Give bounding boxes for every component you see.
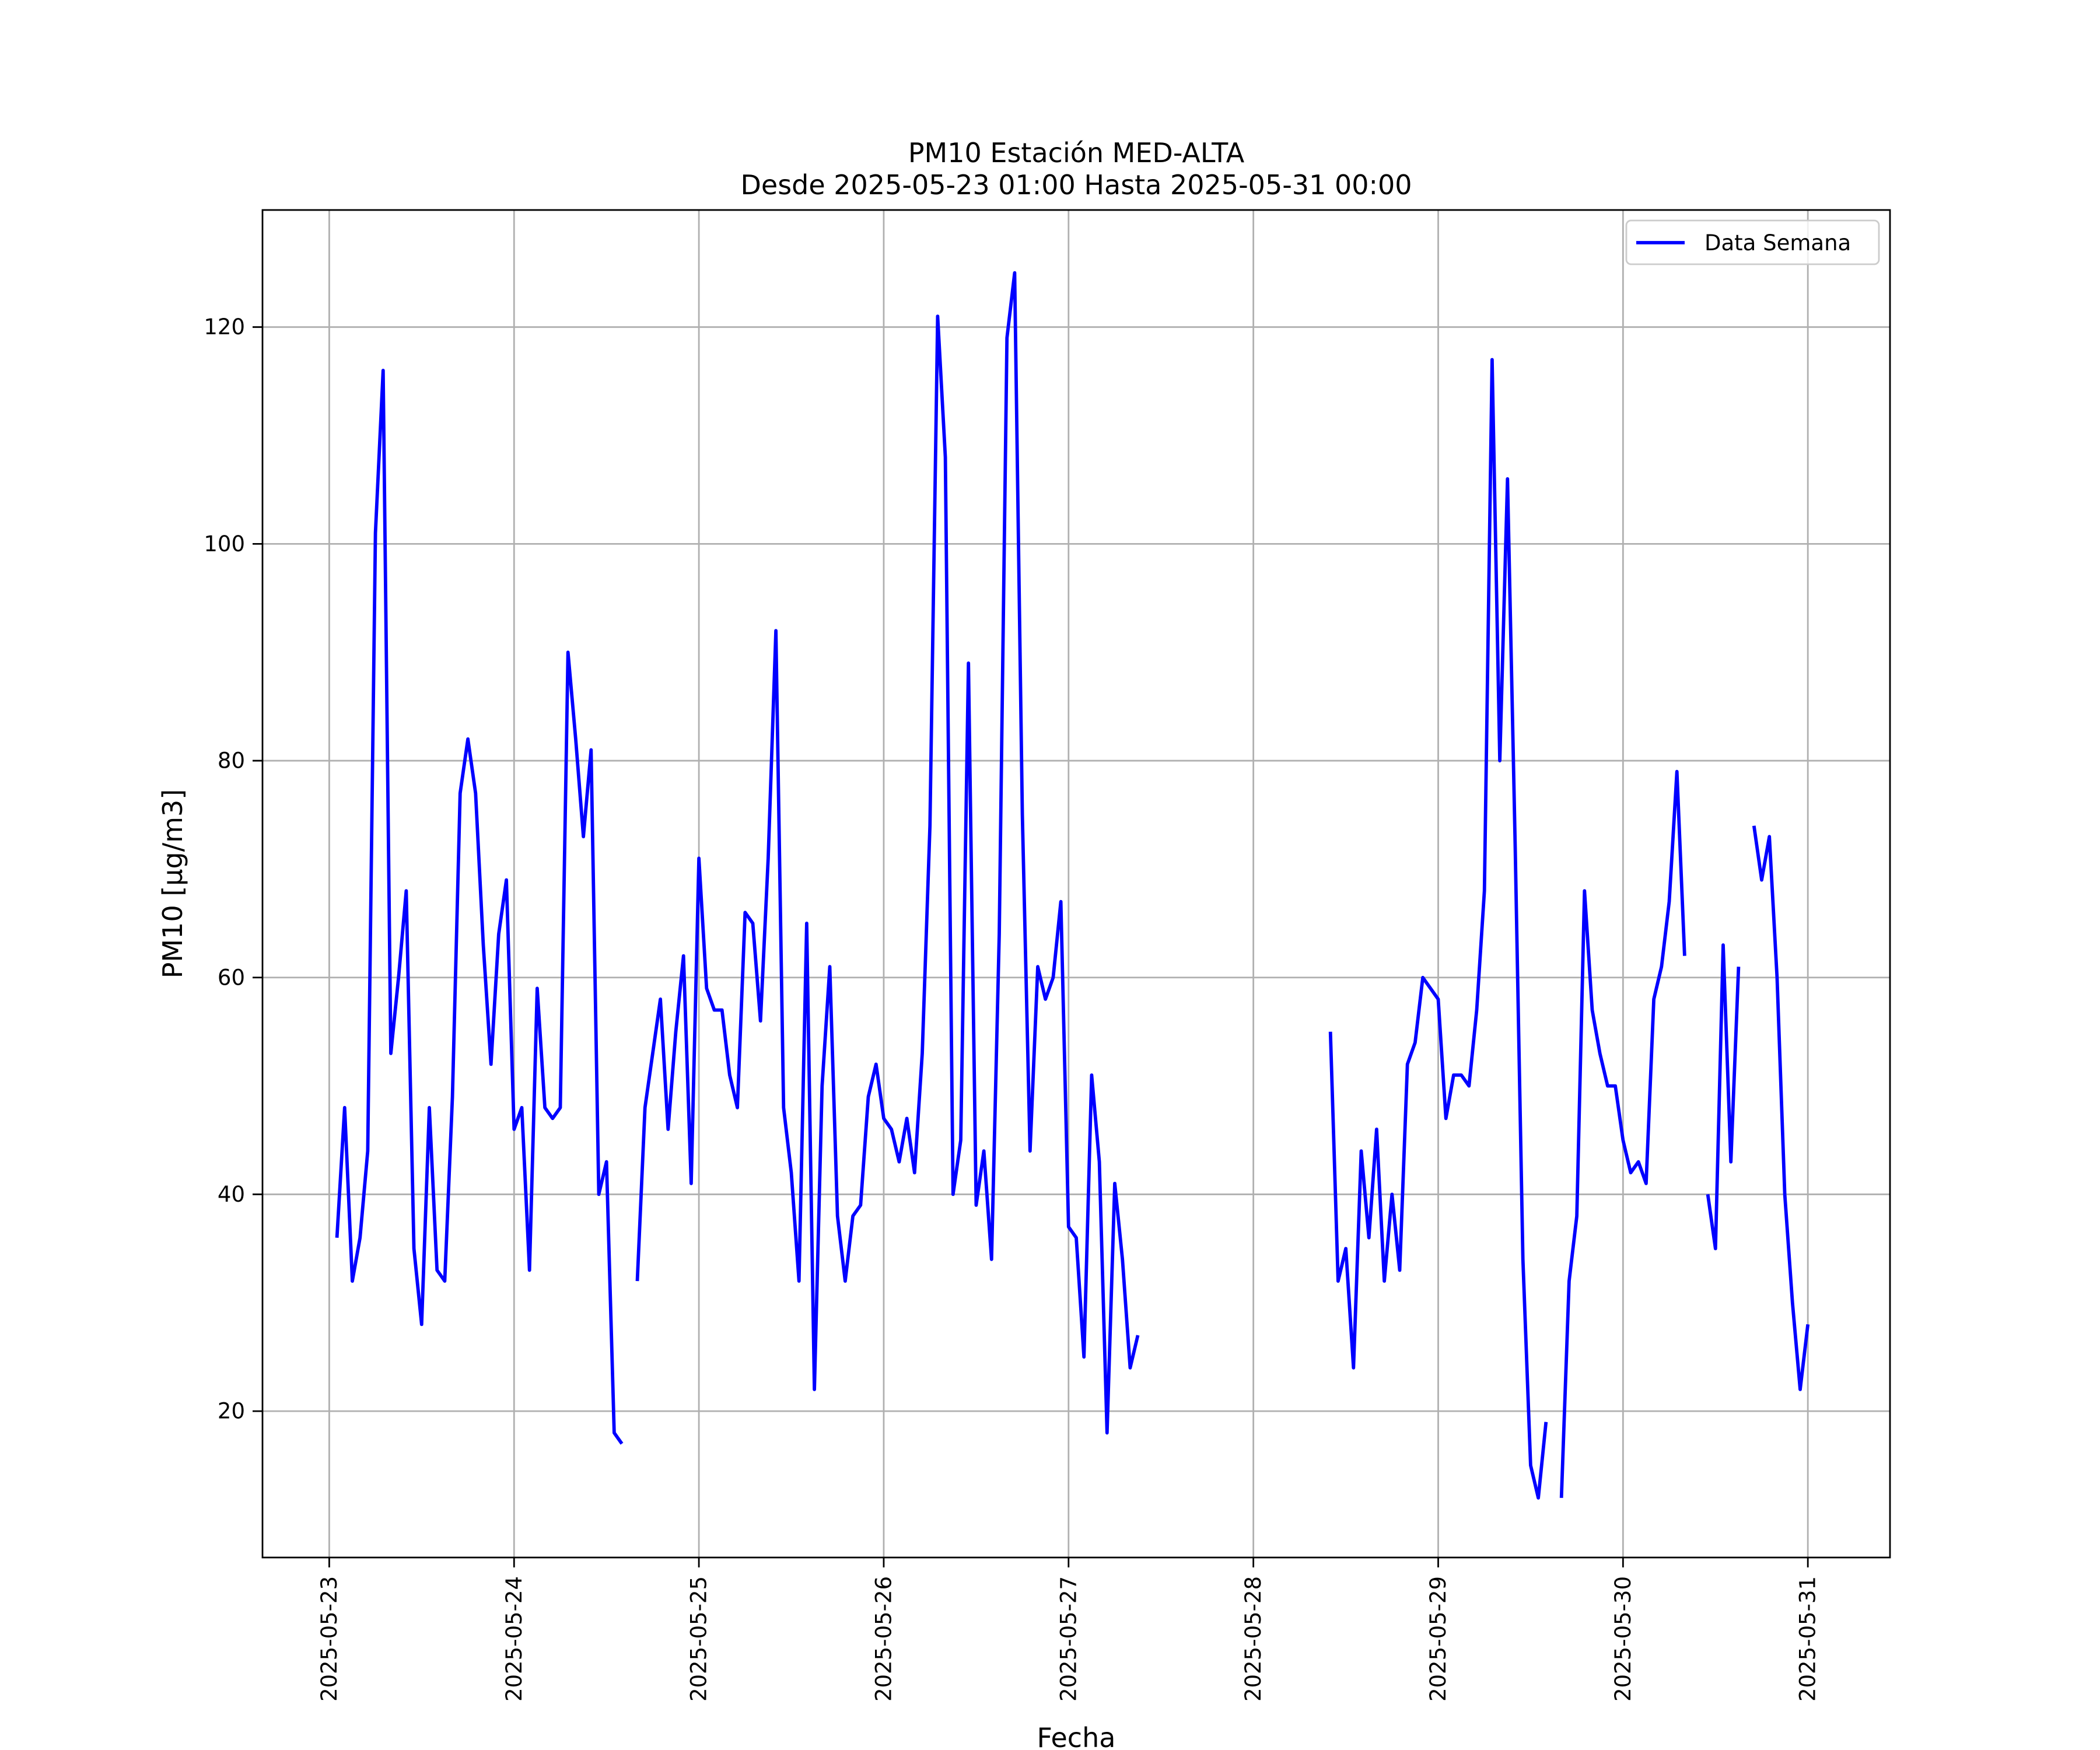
series-line-segment (1706, 943, 1741, 1251)
y-tick-label: 60 (218, 965, 245, 990)
x-tick-label: 2025-05-31 (1796, 1576, 1821, 1702)
series-line-segment (635, 271, 1140, 1435)
chart-subtitle: Desde 2025-05-23 01:00 Hasta 2025-05-31 … (740, 169, 1412, 201)
x-tick-label: 2025-05-28 (1241, 1576, 1266, 1702)
x-axis-label: Fecha (1037, 1722, 1116, 1750)
x-tick-label: 2025-05-29 (1426, 1576, 1451, 1702)
series-layer (335, 271, 1810, 1500)
plot-area-background (262, 210, 1890, 1558)
plot-frame (261, 209, 1891, 1559)
legend-label: Data Semana (1704, 230, 1851, 256)
grid (262, 210, 1890, 1558)
series-line-segment (1559, 769, 1686, 1498)
y-tick-label: 20 (218, 1399, 245, 1424)
series-data-semana (335, 271, 1810, 1500)
y-axis: 20 40 60 80 100 120 (204, 314, 262, 1424)
x-axis: 2025-05-23 2025-05-24 2025-05-25 2025-05-26… (317, 1558, 1821, 1702)
x-tick-label: 2025-05-24 (502, 1576, 527, 1702)
x-tick-label: 2025-05-27 (1056, 1576, 1081, 1702)
chart-title: PM10 Estación MED-ALTA (908, 137, 1245, 169)
legend-box (1625, 219, 1880, 265)
series-line-segment (335, 369, 624, 1445)
y-axis-label: PM10 [μg/m3] (157, 789, 188, 979)
y-tick-label: 120 (204, 314, 245, 340)
x-tick-label: 2025-05-26 (871, 1576, 896, 1702)
y-tick-label: 80 (218, 748, 245, 774)
legend: Data Semana (1625, 219, 1880, 265)
y-tick-label: 100 (204, 531, 245, 556)
series-line-segment (1752, 825, 1810, 1391)
series-line-segment (1328, 358, 1548, 1500)
x-tick-label: 2025-05-25 (687, 1576, 712, 1702)
y-tick-label: 40 (218, 1182, 245, 1207)
x-tick-label: 2025-05-30 (1611, 1576, 1636, 1702)
x-tick-label: 2025-05-23 (317, 1576, 342, 1702)
